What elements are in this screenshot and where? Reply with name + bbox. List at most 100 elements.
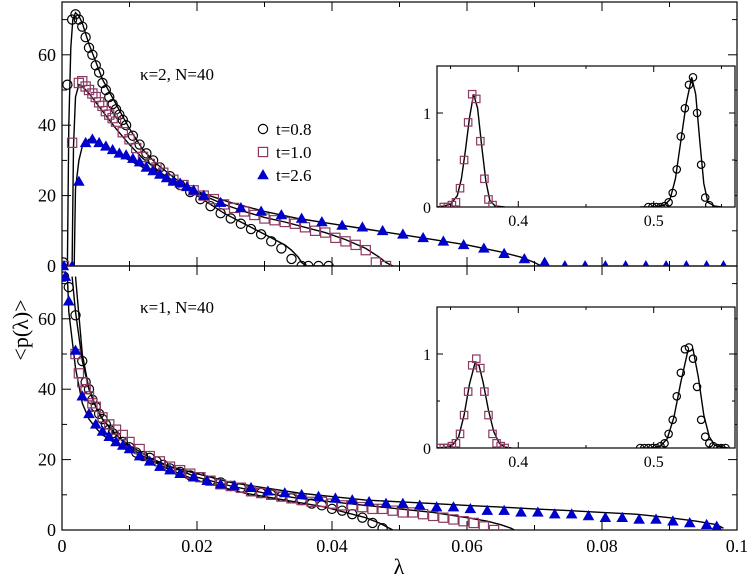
data-point-t26: [464, 502, 477, 514]
data-point-t10: [97, 100, 108, 112]
data-point-t26: [127, 152, 139, 163]
x-tick-label: 0.04: [316, 536, 348, 556]
data-point-t08: [336, 505, 348, 516]
data-point-t08: [70, 310, 81, 321]
data-point-t10: [357, 501, 368, 513]
data-point-t26: [539, 256, 551, 266]
data-point-t26: [68, 260, 76, 266]
data-point-t26: [532, 506, 544, 517]
data-point-t26: [103, 430, 116, 441]
data-point-t08: [676, 368, 686, 378]
data-point-t08: [664, 198, 673, 207]
data-point-t08: [80, 32, 91, 43]
data-point-t26: [356, 221, 369, 232]
x-tick-label: 0: [58, 536, 67, 556]
data-point-t26: [235, 202, 247, 213]
data-point-t08: [713, 443, 722, 448]
data-point-t26: [120, 149, 132, 160]
data-point-t26: [481, 504, 494, 515]
y-tick-label: 60: [38, 45, 56, 65]
data-point-t10: [484, 410, 493, 420]
data-point-t08: [644, 202, 653, 207]
y-tick-label: 60: [38, 309, 56, 329]
y-tick-label: 0: [423, 200, 431, 217]
data-point-t26: [720, 260, 727, 266]
data-point-t08: [700, 193, 710, 202]
bottom-panel-label: κ=1, N=40: [140, 298, 214, 317]
y-tick-label: 1: [423, 106, 431, 123]
data-point-t08: [127, 130, 139, 141]
data-point-t08: [680, 344, 690, 354]
data-point-t10: [407, 507, 419, 518]
data-point-t10: [480, 174, 489, 184]
data-point-t10: [448, 514, 459, 525]
data-point-t10: [476, 363, 485, 373]
x-tick-label: 0.02: [181, 536, 213, 556]
data-point-t08: [255, 229, 267, 240]
bottom-inset-frame: [436, 306, 736, 449]
data-point-t26: [133, 156, 146, 167]
data-point-t26: [62, 266, 70, 271]
data-point-t10: [451, 198, 461, 207]
data-point-t08: [664, 429, 673, 439]
y-tick-label: 0: [47, 256, 56, 276]
data-point-t08: [692, 382, 702, 392]
data-point-t10: [320, 227, 331, 238]
data-point-t26: [447, 501, 460, 512]
data-point-t26: [113, 147, 126, 158]
data-point-t10: [496, 441, 505, 448]
top-panel-label: κ=2, N=40: [140, 65, 214, 84]
data-point-t08: [62, 257, 69, 266]
data-point-t10: [77, 75, 88, 87]
data-point-t08: [652, 443, 661, 448]
data-point-t26: [457, 238, 470, 250]
data-point-t08: [303, 260, 314, 266]
data-point-t08: [114, 109, 125, 120]
data-point-t26: [262, 485, 274, 496]
data-point-t10: [350, 239, 361, 251]
data-point-t26: [336, 219, 348, 230]
x-tick-label: 0.1: [726, 536, 747, 556]
data-point-t08: [66, 14, 78, 25]
data-point-t08: [652, 202, 661, 207]
data-point-t08: [717, 443, 726, 448]
data-point-t10: [90, 91, 101, 103]
x-tick-label: 0.4: [508, 454, 528, 471]
data-point-t26: [437, 235, 450, 246]
y-tick-label: 1: [423, 347, 431, 364]
data-point-t08: [100, 84, 112, 96]
data-point-t10: [117, 127, 128, 138]
data-point-t26: [602, 260, 609, 266]
data-point-t10: [286, 493, 297, 504]
data-point-t26: [599, 511, 612, 522]
data-point-t26: [89, 418, 102, 429]
data-point-t26: [633, 513, 645, 524]
bottom-panel-plot: [62, 266, 724, 530]
data-point-t26: [100, 140, 112, 151]
data-point-t08: [205, 200, 216, 212]
data-point-t26: [62, 270, 72, 281]
data-point-t26: [154, 168, 166, 179]
x-tick-label: 0.5: [644, 454, 664, 471]
data-point-t10: [110, 116, 122, 127]
data-point-t10: [289, 218, 301, 229]
data-point-t26: [154, 460, 166, 471]
legend-marker-t10: [257, 146, 269, 158]
data-point-t08: [672, 391, 682, 401]
legend: t=0.8 t=1.0 t=2.6: [257, 120, 312, 185]
data-point-t10: [107, 112, 118, 124]
data-point-t26: [106, 143, 119, 155]
data-point-t08: [225, 213, 236, 224]
data-point-t26: [515, 506, 527, 517]
legend-label-t26: t=2.6: [276, 166, 312, 185]
data-point-t10: [208, 193, 220, 205]
data-point-t26: [86, 133, 99, 144]
data-point-t10: [488, 200, 497, 207]
data-point-t26: [228, 480, 240, 491]
bottom-inset-ticks: 0.4 0.5 0 1: [423, 307, 735, 471]
data-point-t26: [164, 464, 176, 475]
data-point-t08: [323, 260, 334, 266]
data-point-t26: [430, 501, 443, 512]
data-point-t26: [329, 492, 342, 503]
data-point-t10: [488, 429, 497, 439]
